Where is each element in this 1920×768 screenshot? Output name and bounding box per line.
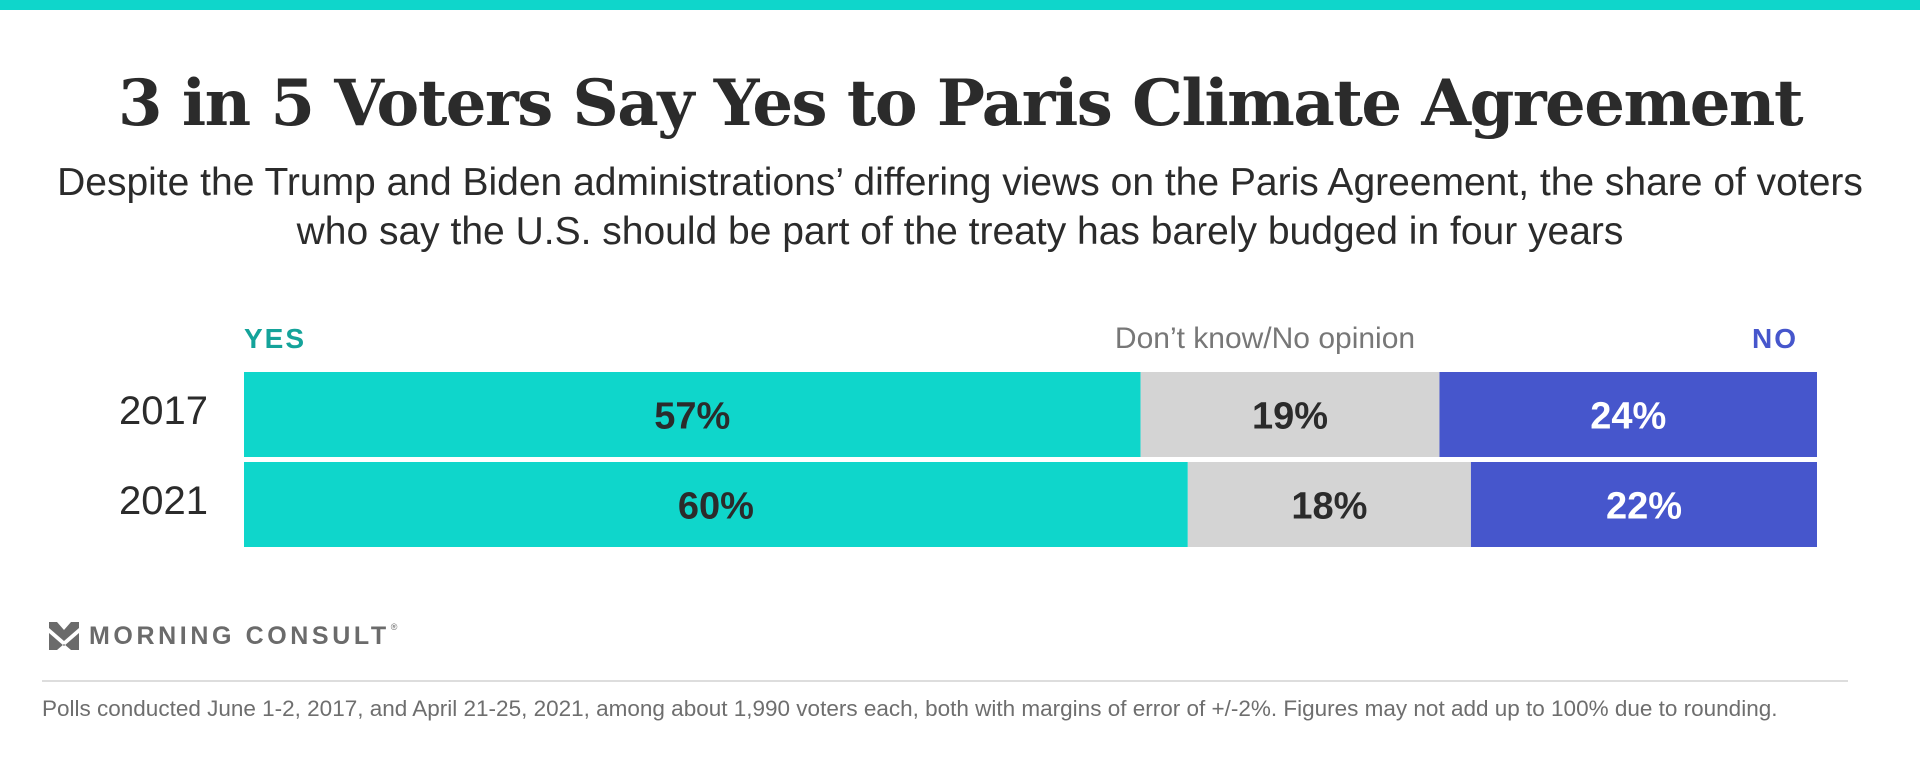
legend-yes: YES [244, 323, 307, 354]
logo-wordmark: MORNING CONSULT [89, 621, 390, 650]
bar-2017-no [1439, 372, 1817, 457]
morning-consult-logo: MORNING CONSULT ® [49, 620, 397, 652]
legend-no: NO [1752, 323, 1798, 354]
registered-mark: ® [390, 622, 398, 632]
category-label-2021: 2021 [119, 478, 208, 523]
chart-title: 3 in 5 Voters Say Yes to Paris Climate A… [118, 66, 1804, 141]
data-label-2021-dont-know: 18% [1291, 486, 1367, 528]
bar-2021-no [1470, 462, 1817, 547]
data-label-2021-yes: 60% [678, 486, 754, 528]
legend-dont-know: Don’t know/No opinion [1114, 322, 1416, 355]
chart-subtitle: Despite the Trump and Biden administrati… [57, 161, 1863, 253]
top-accent-bar [0, 0, 1920, 10]
category-label-2017: 2017 [119, 388, 208, 433]
bar-2021-yes [244, 462, 1188, 547]
bar-2021-don-t-know-no-opinion [1187, 462, 1471, 547]
data-label-2017-no: 24% [1590, 396, 1666, 438]
bar-2017-don-t-know-no-opinion [1140, 372, 1440, 457]
footnote: Polls conducted June 1-2, 2017, and Apri… [42, 696, 1778, 721]
footer-divider [42, 680, 1848, 682]
data-label-2017-yes: 57% [654, 396, 730, 438]
double-chevron-down-icon [49, 622, 79, 650]
bar-2017-yes [244, 372, 1141, 457]
data-label-2017-dont-know: 19% [1252, 396, 1328, 438]
data-label-2021-no: 22% [1606, 486, 1682, 528]
